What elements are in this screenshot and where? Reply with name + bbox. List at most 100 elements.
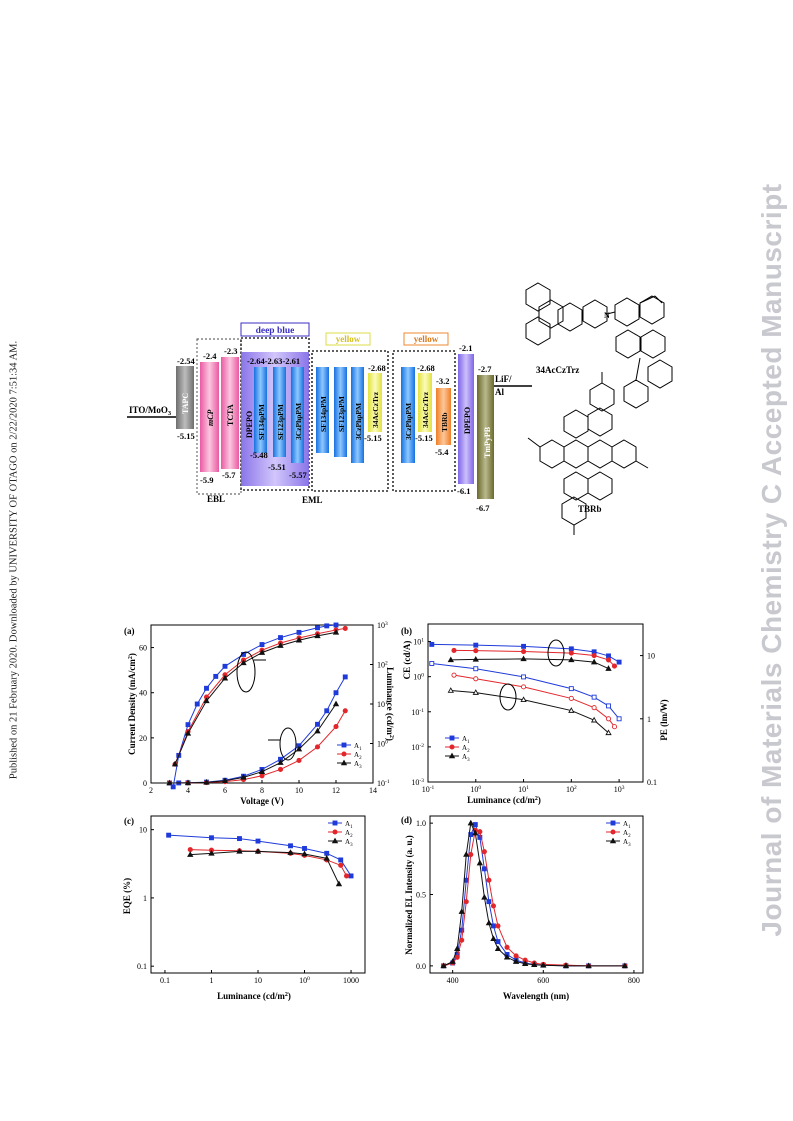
d-el-A3-point-11 bbox=[494, 945, 502, 951]
a-current-A3-point-4 bbox=[240, 773, 247, 780]
d-el-A3-point-5 bbox=[467, 819, 474, 826]
legend-marker-1 bbox=[332, 829, 338, 835]
d-el-A3-point-14 bbox=[522, 960, 529, 966]
panel-a-ylabel-right: Luminance (cd/m2) bbox=[385, 667, 395, 741]
y2-34accztrz-lumo: -2.68 bbox=[417, 363, 435, 373]
legend-marker-0 bbox=[332, 820, 338, 826]
y1-34accztrz-lumo: -2.68 bbox=[368, 363, 386, 373]
b-ce-A2-point-5 bbox=[605, 657, 612, 663]
c-eqe-A3-point-2 bbox=[236, 847, 243, 854]
a-lum-A3-point-9 bbox=[332, 628, 340, 635]
a-lum-A3-point-0 bbox=[171, 760, 179, 767]
b-pe-A3-point-5 bbox=[605, 729, 612, 736]
layer-mcp-label: mCP bbox=[206, 409, 215, 426]
b-y2tick-label-1: 1 bbox=[647, 715, 651, 724]
layer-mcp bbox=[200, 362, 219, 472]
c-eqe-A1-point-4 bbox=[288, 843, 293, 849]
a-y2tick-label-2: 101 bbox=[377, 700, 388, 709]
cathode-label-top: LiF/ bbox=[495, 374, 512, 384]
b-ce-A1-point-5 bbox=[606, 653, 611, 659]
legend-label-2: A3 bbox=[354, 760, 362, 770]
panel-d-xlabel: Wavelength (nm) bbox=[503, 991, 569, 1001]
d-el-A3-point-10 bbox=[490, 935, 497, 941]
b-pe-A2-point-2 bbox=[521, 684, 527, 690]
a-lum-A3-point-1 bbox=[184, 729, 192, 736]
c-ytick-label-1: 1 bbox=[143, 894, 147, 903]
c-eqe-A1-point-8 bbox=[348, 873, 354, 879]
panel-a-ellipse-luminance bbox=[279, 727, 297, 761]
c-eqe-A3-point-5 bbox=[301, 850, 308, 857]
d-el-A3-point-0 bbox=[440, 962, 447, 969]
mcp-lumo: -2.4 bbox=[203, 351, 217, 361]
a-current-A1-point-12 bbox=[342, 674, 348, 680]
layer-tapc-label: TAPC bbox=[181, 393, 190, 414]
d-el-A1-point-4 bbox=[463, 877, 469, 883]
tmpypb-homo: -6.7 bbox=[476, 503, 490, 513]
c-eqe-A2-point-8 bbox=[343, 873, 350, 879]
layer-y1-sf123ppm-label: SF123pPM bbox=[337, 396, 346, 432]
b-pe-A3-point-2 bbox=[520, 696, 527, 703]
d-el-A2-point-5 bbox=[468, 851, 474, 858]
layer-tcta bbox=[221, 357, 239, 469]
layer-sf134ppm-label: SF134pPM bbox=[257, 404, 266, 440]
panel-d-label: (d) bbox=[401, 815, 412, 825]
d-ytick-label-2: 1.0 bbox=[416, 819, 426, 828]
legend-label-0: A1 bbox=[345, 820, 353, 830]
a-current-A3-point-7 bbox=[295, 745, 303, 752]
a-current-A2-point-8 bbox=[314, 744, 321, 750]
a-ytick-label-2: 40 bbox=[139, 689, 147, 698]
c-eqe-A3-point-7 bbox=[335, 880, 343, 887]
a-lum-A3-point-4 bbox=[240, 659, 247, 666]
b-ce-A1-point-6 bbox=[616, 659, 622, 665]
c-xtick-label-3: 100 bbox=[299, 976, 310, 985]
3czphppm-homo: -5.57 bbox=[289, 470, 307, 480]
layer-tbrb bbox=[436, 388, 451, 445]
b-pe-A1-point-4 bbox=[591, 694, 597, 700]
b-pe-A3-point-4 bbox=[590, 716, 598, 723]
b-ce-A3-point-2 bbox=[520, 655, 527, 662]
a-xtick-label-1: 4 bbox=[186, 786, 190, 795]
layer-tbrb-label: TBRb bbox=[440, 412, 449, 432]
d-el-A1-point-10 bbox=[490, 923, 496, 929]
a-lum-A3-line bbox=[174, 631, 337, 765]
legend-marker-0 bbox=[341, 742, 347, 748]
tapc-homo: -5.15 bbox=[177, 431, 195, 441]
b-pe-A3-point-3 bbox=[568, 707, 575, 713]
a-ytick-label-1: 20 bbox=[139, 734, 147, 743]
legend-marker-0 bbox=[449, 735, 455, 741]
layer-y1-sf134ppm-label: SF134pPM bbox=[319, 396, 328, 432]
legend-label-2: A3 bbox=[623, 838, 631, 848]
d-el-A2-point-12 bbox=[504, 944, 510, 950]
sf134ppm-homo: -5.48 bbox=[250, 450, 268, 460]
a-current-A3-point-0 bbox=[166, 779, 173, 786]
a-current-A1-line bbox=[169, 676, 346, 784]
legend-marker-2 bbox=[609, 837, 617, 844]
d-el-A1-point-7 bbox=[477, 834, 483, 840]
b-xtick-label-4: 103 bbox=[614, 785, 625, 794]
c-xtick-label-4: 1000 bbox=[343, 976, 359, 985]
panel-a-label: (a) bbox=[124, 626, 135, 636]
sf123ppm-homo: -5.51 bbox=[268, 462, 286, 472]
c-eqe-A3-point-1 bbox=[208, 849, 215, 856]
c-xtick-label-0: 0.1 bbox=[160, 976, 170, 985]
a-current-A2-point-9 bbox=[333, 724, 339, 730]
yellow-box-1 bbox=[311, 350, 389, 492]
d-el-A3-point-9 bbox=[485, 919, 493, 926]
b-xtick-label-2: 101 bbox=[518, 785, 529, 794]
layer-y1-34accztrz bbox=[368, 373, 382, 432]
layer-tapc bbox=[176, 366, 194, 429]
y1-34accztrz-homo: -5.15 bbox=[364, 433, 382, 443]
legend-label-1: A2 bbox=[462, 744, 470, 754]
a-lum-A3-point-5 bbox=[258, 649, 266, 655]
d-el-A3-point-6 bbox=[472, 829, 479, 836]
b-ytick-label-0: 10-3 bbox=[411, 778, 424, 787]
anode-label: ITO/MoO3 bbox=[129, 405, 172, 417]
b-xtick-label-0: 10-1 bbox=[422, 785, 435, 794]
d-el-A2-point-10 bbox=[490, 903, 496, 909]
layer-sf134ppm bbox=[254, 367, 267, 453]
b-ce-A2-line bbox=[453, 649, 615, 667]
a-lum-A1-point-0 bbox=[170, 784, 176, 790]
b-pe-A1-point-0 bbox=[429, 661, 435, 666]
